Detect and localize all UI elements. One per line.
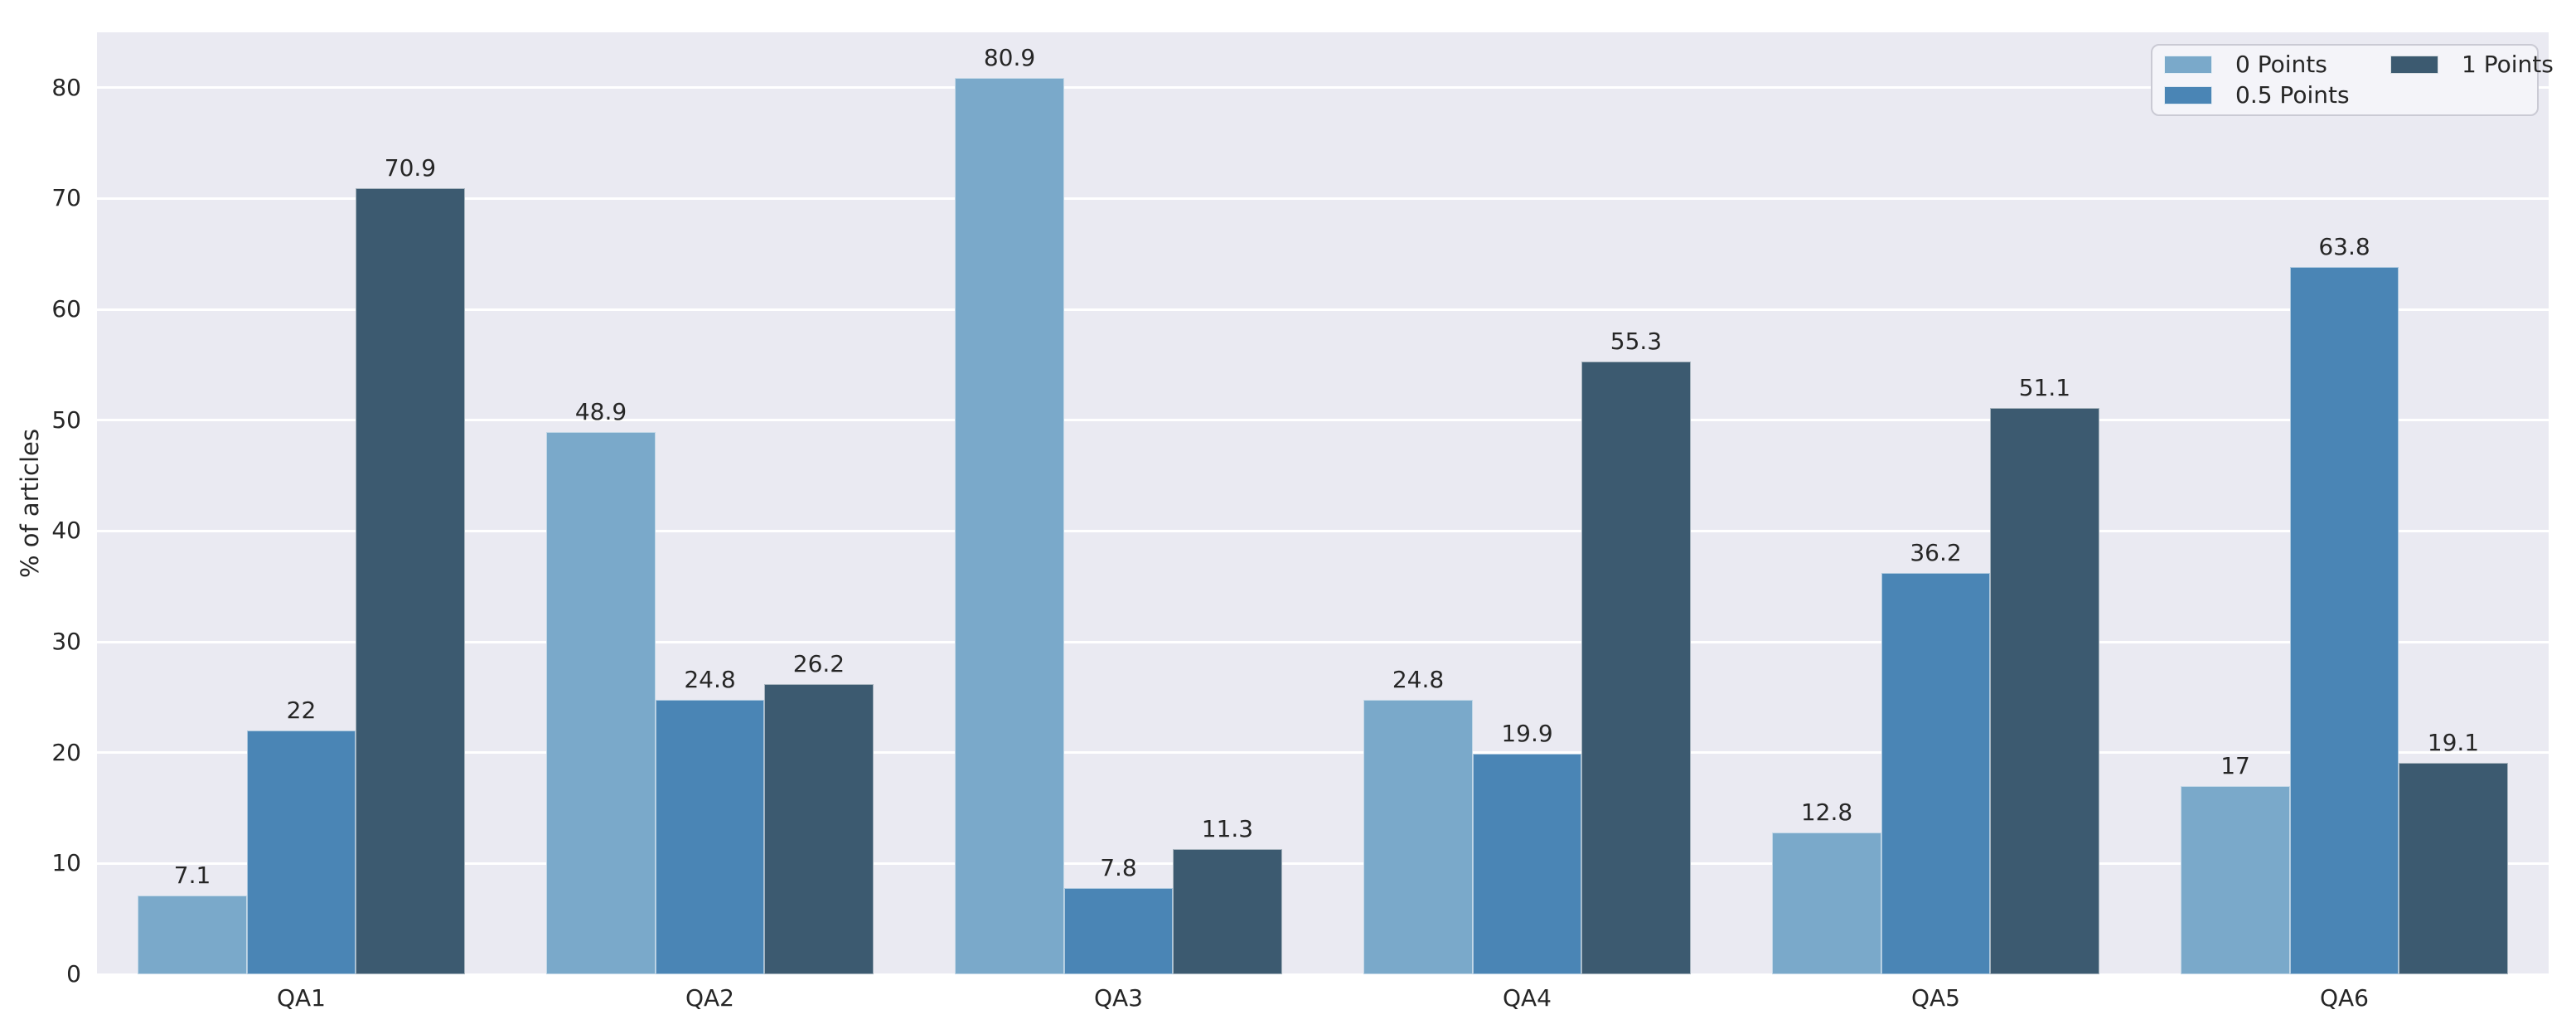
- bar-qa3-0-5-points: [1063, 887, 1174, 974]
- gridline-20: [97, 751, 2549, 755]
- bar-value-label: 22: [286, 696, 317, 724]
- legend-label-0-points: 0 Points: [2235, 50, 2327, 78]
- bar-qa6-0-5-points: [2289, 267, 2399, 974]
- y-tick-label-40: 40: [51, 517, 81, 545]
- bar-qa3-0-points: [955, 77, 1064, 974]
- bar-value-label: 48.9: [574, 398, 627, 426]
- bar-qa3-1-points: [1173, 848, 1282, 974]
- legend-swatch-05-points: [2164, 86, 2212, 105]
- bar-value-label: 51.1: [2018, 374, 2071, 402]
- bar-qa5-0-5-points: [1881, 573, 1991, 974]
- bar-qa2-1-points: [764, 683, 874, 974]
- legend-entry-1-points: 1 Points: [2390, 51, 2554, 78]
- bar-qa6-1-points: [2399, 762, 2508, 974]
- bar-value-label: 36.2: [1910, 539, 1962, 567]
- y-tick-label-80: 80: [51, 73, 81, 101]
- y-tick-label-60: 60: [51, 295, 81, 323]
- bar-value-label: 7.8: [1100, 853, 1137, 881]
- plot-area: 7.1 48.9 80.9 24.8 12.8 17 22 24.8 7.8 19.9 36.2 63…: [97, 32, 2549, 976]
- y-tick-label-30: 30: [51, 628, 81, 656]
- bar-value-label: 80.9: [983, 43, 1036, 71]
- bar-qa1-0-5-points: [246, 730, 356, 974]
- bar-qa5-1-points: [1990, 408, 2099, 974]
- bar-qa4-0-points: [1363, 699, 1473, 974]
- legend-entry-05-points: 0.5 Points: [2164, 82, 2390, 109]
- bar-qa6-0-points: [2181, 785, 2290, 974]
- y-tick-label-10: 10: [51, 849, 81, 877]
- bar-qa2-0-5-points: [655, 699, 765, 974]
- legend-swatch-1-points: [2390, 55, 2438, 74]
- gridline-60: [97, 308, 2549, 311]
- bar-value-label: 12.8: [1800, 798, 1853, 826]
- legend-swatch-0-points: [2164, 55, 2212, 74]
- bar-value-label: 19.1: [2427, 728, 2480, 756]
- x-tick-label-qa4: QA4: [1502, 984, 1552, 1012]
- bar-value-label: 11.3: [1201, 814, 1254, 842]
- gridline-0: [97, 973, 2549, 976]
- bar-value-label: 17: [2220, 751, 2250, 779]
- bar-qa1-1-points: [356, 188, 465, 974]
- x-tick-label-qa3: QA3: [1093, 984, 1143, 1012]
- gridline-70: [97, 197, 2549, 200]
- bar-qa2-0-points: [546, 432, 656, 974]
- gridline-10: [97, 862, 2549, 865]
- gridline-50: [97, 419, 2549, 422]
- x-tick-label-qa5: QA5: [1910, 984, 1960, 1012]
- y-tick-label-0: 0: [66, 960, 81, 988]
- gridline-40: [97, 529, 2549, 532]
- x-tick-label-qa2: QA2: [685, 984, 734, 1012]
- bar-value-label: 24.8: [684, 665, 736, 693]
- y-tick-label-50: 50: [51, 405, 81, 434]
- y-tick-label-70: 70: [51, 184, 81, 212]
- bar-value-label: 19.9: [1501, 720, 1553, 748]
- bar-value-label: 24.8: [1392, 665, 1445, 693]
- bar-value-label: 26.2: [792, 649, 845, 677]
- bar-qa5-0-points: [1772, 832, 1881, 974]
- bar-value-label: 55.3: [1610, 327, 1663, 355]
- legend-label-1-points: 1 Points: [2462, 50, 2554, 78]
- legend-entry-0-points: 0 Points: [2164, 51, 2390, 78]
- x-tick-label-qa1: QA1: [276, 984, 326, 1012]
- y-axis-title: % of articles: [16, 428, 44, 579]
- gridline-80: [97, 86, 2549, 90]
- legend-label-05-points: 0.5 Points: [2235, 81, 2350, 109]
- y-tick-label-20: 20: [51, 738, 81, 766]
- gridline-30: [97, 640, 2549, 643]
- bar-qa1-0-points: [138, 896, 247, 974]
- bar-qa4-0-5-points: [1472, 754, 1582, 974]
- legend: 0 Points 0.5 Points 1 Points: [2151, 44, 2554, 116]
- bar-value-label: 63.8: [2318, 233, 2370, 261]
- x-tick-label-qa6: QA6: [2319, 984, 2369, 1012]
- bar-qa4-1-points: [1581, 361, 1691, 974]
- bar-value-label: 7.1: [173, 862, 211, 890]
- bar-value-label: 70.9: [384, 154, 437, 182]
